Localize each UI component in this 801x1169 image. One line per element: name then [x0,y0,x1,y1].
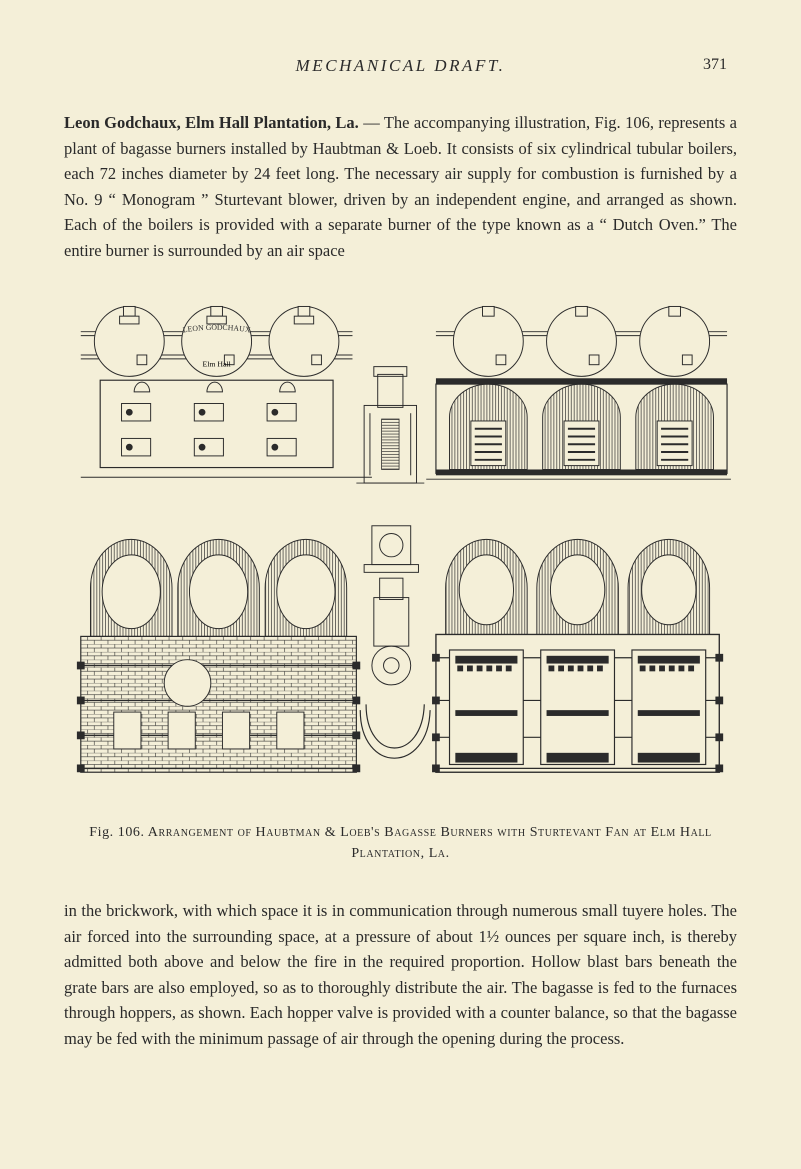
fan-center [356,367,424,483]
plan-left: LEON GODCHAUX Elm Hall [80,307,371,478]
section-center [360,526,430,758]
figure-caption-body: Arrangement of Haubtman & Loeb's Bagasse… [145,825,712,860]
body-text: Leon Godchaux, Elm Hall Plantation, La. … [64,110,737,263]
page: MECHANICAL DRAFT. 371 Leon Godchaux, Elm… [0,0,801,1169]
figure-caption: Fig. 106. Arrangement of Haubtman & Loeb… [64,823,737,864]
paragraph-1-rest: — The accompanying illustration, Fig. 10… [64,113,737,260]
figure-sublabel: Elm Hall [202,360,230,369]
paragraph-1-lead: Leon Godchaux, Elm Hall Plantation, La. [64,113,359,132]
paragraph-2: in the brickwork, with which space it is… [64,898,737,1051]
body-text-2: in the brickwork, with which space it is… [64,898,737,1051]
figure-106: LEON GODCHAUX Elm Hall [64,289,737,864]
paragraph-1: Leon Godchaux, Elm Hall Plantation, La. … [64,110,737,263]
page-number: 371 [703,56,727,74]
figure-106-svg: LEON GODCHAUX Elm Hall [71,289,731,813]
running-head: MECHANICAL DRAFT. 371 [64,56,737,76]
elev-left-lower [432,540,723,773]
section-left [76,540,359,773]
running-title: MECHANICAL DRAFT. [296,56,506,76]
figure-caption-lead: Fig. 106. [89,825,144,840]
elev-right [426,307,731,480]
